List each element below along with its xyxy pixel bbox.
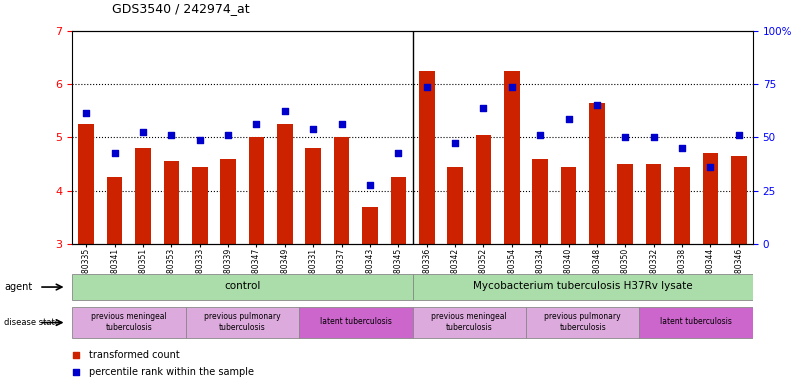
Point bbox=[137, 129, 150, 135]
Bar bbox=[78, 124, 94, 244]
Text: latent tuberculosis: latent tuberculosis bbox=[320, 317, 392, 326]
Point bbox=[165, 132, 178, 138]
Point bbox=[392, 150, 405, 156]
Bar bbox=[107, 177, 123, 244]
Bar bbox=[72, 307, 186, 338]
Point bbox=[704, 164, 717, 170]
Point bbox=[477, 105, 490, 111]
Point bbox=[449, 139, 461, 146]
Point bbox=[421, 84, 433, 90]
Point bbox=[533, 132, 546, 138]
Text: agent: agent bbox=[4, 282, 32, 292]
Bar bbox=[186, 307, 299, 338]
Bar bbox=[135, 148, 151, 244]
Point bbox=[250, 121, 263, 127]
Text: Mycobacterium tuberculosis H37Rv lysate: Mycobacterium tuberculosis H37Rv lysate bbox=[473, 281, 693, 291]
Bar bbox=[589, 103, 605, 244]
Bar bbox=[702, 153, 718, 244]
Bar bbox=[447, 167, 463, 244]
Bar bbox=[413, 274, 753, 300]
Point bbox=[70, 369, 83, 375]
Bar bbox=[305, 148, 321, 244]
Bar bbox=[72, 274, 413, 300]
Bar bbox=[220, 159, 236, 244]
Point bbox=[80, 110, 93, 116]
Bar bbox=[277, 124, 292, 244]
Bar bbox=[618, 164, 633, 244]
Bar bbox=[646, 164, 662, 244]
Point bbox=[590, 102, 603, 108]
Text: latent tuberculosis: latent tuberculosis bbox=[660, 317, 732, 326]
Bar bbox=[674, 167, 690, 244]
Bar bbox=[192, 167, 207, 244]
Text: previous pulmonary
tuberculosis: previous pulmonary tuberculosis bbox=[545, 312, 621, 331]
Bar bbox=[526, 307, 639, 338]
Bar bbox=[163, 161, 179, 244]
Point bbox=[70, 352, 83, 358]
Bar bbox=[334, 137, 349, 244]
Point bbox=[505, 84, 518, 90]
Bar bbox=[299, 307, 413, 338]
Text: percentile rank within the sample: percentile rank within the sample bbox=[89, 366, 254, 377]
Text: disease state: disease state bbox=[4, 318, 60, 327]
Text: previous meningeal
tuberculosis: previous meningeal tuberculosis bbox=[91, 312, 167, 331]
Bar bbox=[419, 71, 434, 244]
Point bbox=[307, 126, 320, 132]
Bar bbox=[639, 307, 753, 338]
Point bbox=[647, 134, 660, 140]
Point bbox=[108, 150, 121, 156]
Text: GDS3540 / 242974_at: GDS3540 / 242974_at bbox=[112, 2, 250, 15]
Point bbox=[222, 132, 235, 138]
Point bbox=[619, 134, 632, 140]
Point bbox=[364, 182, 376, 188]
Point bbox=[732, 132, 745, 138]
Bar bbox=[413, 307, 526, 338]
Point bbox=[675, 145, 688, 151]
Text: previous pulmonary
tuberculosis: previous pulmonary tuberculosis bbox=[204, 312, 280, 331]
Point bbox=[193, 137, 206, 143]
Point bbox=[335, 121, 348, 127]
Text: previous meningeal
tuberculosis: previous meningeal tuberculosis bbox=[432, 312, 507, 331]
Bar bbox=[504, 71, 520, 244]
Bar bbox=[561, 167, 577, 244]
Bar bbox=[476, 135, 491, 244]
Point bbox=[562, 116, 575, 122]
Bar bbox=[362, 207, 378, 244]
Text: transformed count: transformed count bbox=[89, 350, 179, 360]
Text: control: control bbox=[224, 281, 260, 291]
Bar bbox=[391, 177, 406, 244]
Bar bbox=[731, 156, 747, 244]
Bar bbox=[533, 159, 548, 244]
Bar bbox=[248, 137, 264, 244]
Point bbox=[279, 108, 292, 114]
